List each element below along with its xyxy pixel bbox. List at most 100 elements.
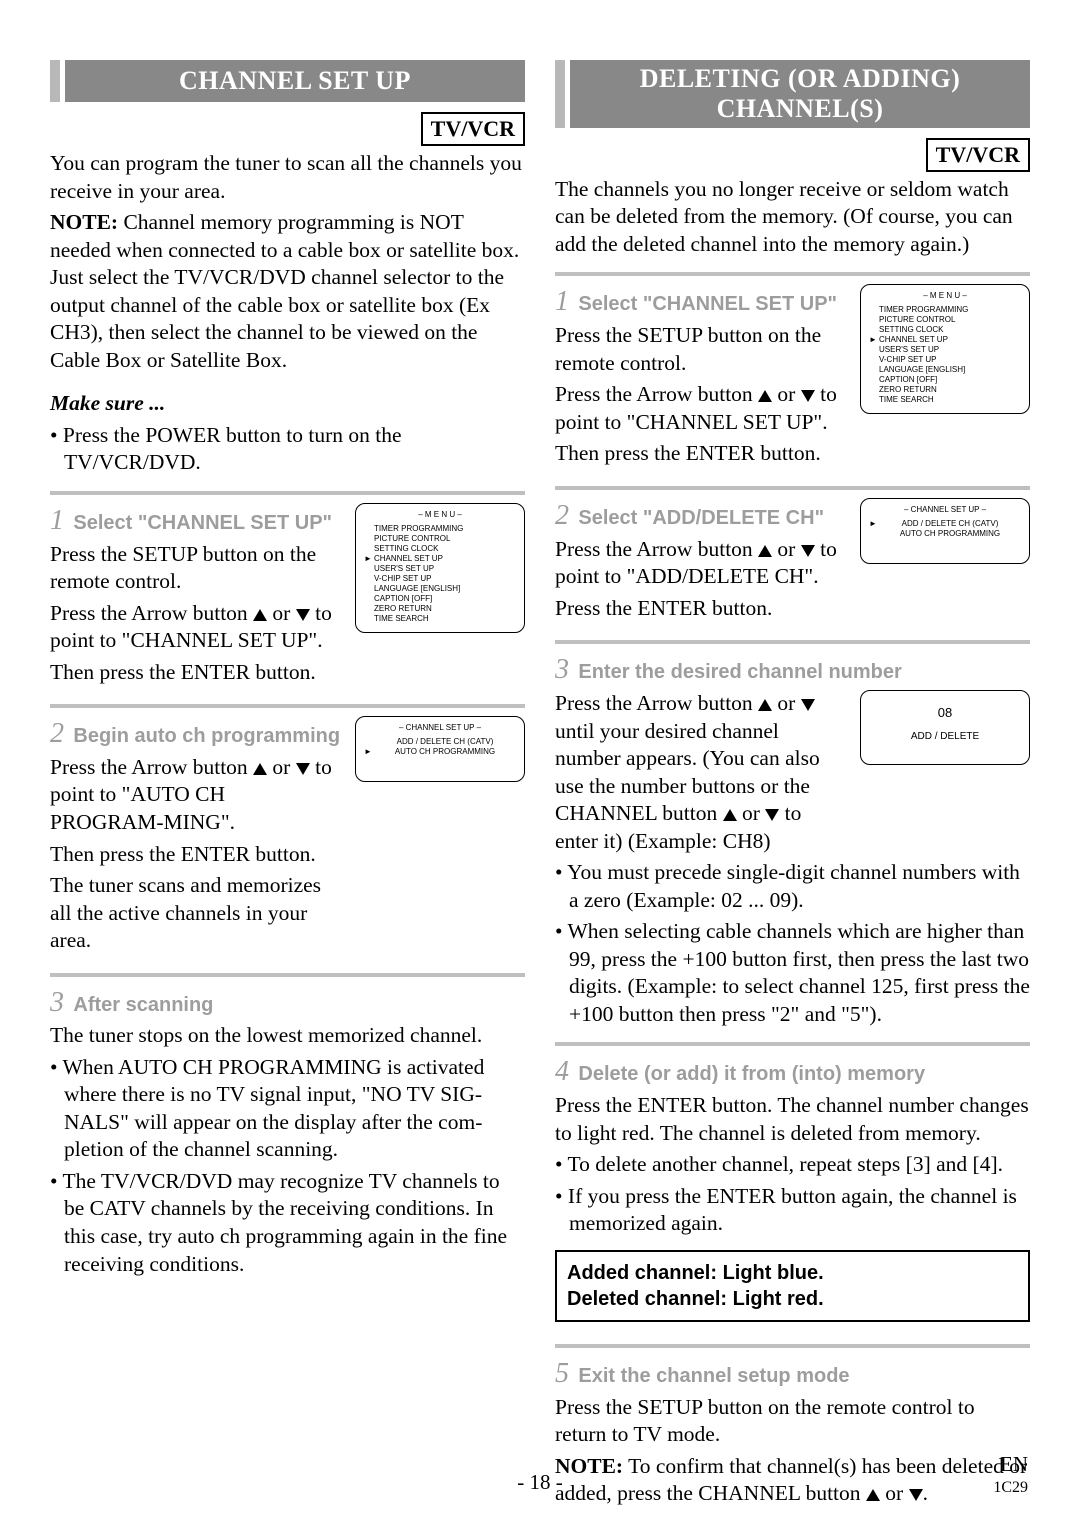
page-number: - 18 - xyxy=(52,1469,1028,1496)
step-body: Press the SETUP button on the remote con… xyxy=(555,1394,1030,1449)
osd-item-label: CHANNEL SET UP xyxy=(374,554,516,564)
osd-row: TIMER PROGRAMMING xyxy=(869,305,1021,315)
step-bullets: You must precede single-digit channel nu… xyxy=(555,859,1030,1028)
step-body: Press the SETUP button on the remote con… xyxy=(50,541,343,596)
step-body: Press the Arrow button or until your des… xyxy=(555,690,848,855)
step-body: Press the Arrow button or to point to "A… xyxy=(50,754,343,837)
osd-channel-box: – CHANNEL SET UP – ►ADD / DELETE CH (CAT… xyxy=(860,498,1030,564)
step-body: Then press the ENTER button. xyxy=(555,440,848,468)
channel-color-note: Added channel: Light blue.Deleted channe… xyxy=(555,1250,1030,1322)
osd-item-label: PICTURE CONTROL xyxy=(374,534,516,544)
divider xyxy=(50,491,525,495)
section-title: DELETING (OR ADDING) CHANNEL(S) xyxy=(555,60,1030,128)
osd-item-label: ADD / DELETE CH (CATV) xyxy=(374,737,516,747)
intro-text: You can program the tuner to scan all th… xyxy=(50,150,525,205)
osd-item-label: PICTURE CONTROL xyxy=(879,315,1021,325)
osd-item-label: TIMER PROGRAMMING xyxy=(374,524,516,534)
step-heading: 2 Select "ADD/DELETE CH" xyxy=(555,498,848,534)
step-body: Press the Arrow button or to point to "A… xyxy=(555,536,848,591)
step-body: Press the SETUP button on the remote con… xyxy=(555,322,848,377)
bullet-item: When selecting cable channels which are … xyxy=(569,918,1030,1028)
title-text: DELETING (OR ADDING) CHANNEL(S) xyxy=(570,60,1030,128)
step-heading: 1 Select "CHANNEL SET UP" xyxy=(50,503,343,539)
title-accent xyxy=(50,60,60,102)
osd-row: ZERO RETURN xyxy=(869,385,1021,395)
osd-item-label: TIME SEARCH xyxy=(374,614,516,624)
arrow-up-icon xyxy=(253,763,267,775)
step-body: Press the Arrow button or to point to "C… xyxy=(555,381,848,436)
arrow-up-icon xyxy=(758,545,772,557)
osd-item-label: TIME SEARCH xyxy=(879,395,1021,405)
osd-row: TIMER PROGRAMMING xyxy=(364,524,516,534)
osd-item-label: LANGUAGE [ENGLISH] xyxy=(374,584,516,594)
osd-row: CAPTION [OFF] xyxy=(869,375,1021,385)
step-heading: 2 Begin auto ch programming xyxy=(50,716,343,752)
osd-menu-box: – M E N U – TIMER PROGRAMMINGPICTURE CON… xyxy=(860,284,1030,414)
osd-row: LANGUAGE [ENGLISH] xyxy=(869,365,1021,375)
footer-code: 1C29 xyxy=(993,1478,1028,1498)
intro-text: The channels you no longer receive or se… xyxy=(555,176,1030,259)
osd-number-box: 08 ADD / DELETE xyxy=(860,690,1030,765)
osd-menu-box: – M E N U – TIMER PROGRAMMINGPICTURE CON… xyxy=(355,503,525,633)
left-column: CHANNEL SET UP TV/VCR You can program th… xyxy=(50,60,525,1512)
osd-item-label: CAPTION [OFF] xyxy=(374,594,516,604)
osd-row: SETTING CLOCK xyxy=(869,325,1021,335)
arrow-up-icon xyxy=(758,699,772,711)
osd-row: LANGUAGE [ENGLISH] xyxy=(364,584,516,594)
left-step-3: 3 After scanning The tuner stops on the … xyxy=(50,985,525,1278)
osd-row: ►CHANNEL SET UP xyxy=(869,335,1021,345)
osd-row: AUTO CH PROGRAMMING xyxy=(869,529,1021,539)
step-body: Press the ENTER button. xyxy=(555,595,848,623)
osd-item-label: TIMER PROGRAMMING xyxy=(879,305,1021,315)
osd-row: TIME SEARCH xyxy=(364,614,516,624)
title-text: CHANNEL SET UP xyxy=(65,60,525,102)
osd-row: ►ADD / DELETE CH (CATV) xyxy=(869,519,1021,529)
footer-en: EN xyxy=(1000,1451,1028,1478)
tvvcr-badge: TV/VCR xyxy=(421,112,525,146)
osd-row: ZERO RETURN xyxy=(364,604,516,614)
step-heading: 5 Exit the channel setup mode xyxy=(555,1356,1030,1392)
page-columns: CHANNEL SET UP TV/VCR You can program th… xyxy=(50,60,1030,1512)
osd-item-label: V-CHIP SET UP xyxy=(879,355,1021,365)
osd-item-label: AUTO CH PROGRAMMING xyxy=(879,529,1021,539)
divider xyxy=(555,640,1030,644)
osd-title: – M E N U – xyxy=(364,510,516,520)
osd-item-label: SETTING CLOCK xyxy=(879,325,1021,335)
pointer-icon: ► xyxy=(364,554,374,564)
page-footer: - 18 - EN 1C29 xyxy=(0,1469,1080,1496)
pointer-icon: ► xyxy=(869,335,879,345)
osd-item-label: LANGUAGE [ENGLISH] xyxy=(879,365,1021,375)
right-step-2: 2 Select "ADD/DELETE CH" Press the Arrow… xyxy=(555,498,1030,626)
arrow-down-icon xyxy=(296,763,310,775)
osd-item-label: AUTO CH PROGRAMMING xyxy=(374,747,516,757)
osd-item-label: SETTING CLOCK xyxy=(374,544,516,554)
step-heading: 3 After scanning xyxy=(50,985,525,1021)
arrow-down-icon xyxy=(801,699,815,711)
osd-channel-box: – CHANNEL SET UP – ADD / DELETE CH (CATV… xyxy=(355,716,525,782)
arrow-down-icon xyxy=(296,609,310,621)
step-bullets: When AUTO CH PROGRAMMING is activated wh… xyxy=(50,1054,525,1278)
left-step-1: 1 Select "CHANNEL SET UP" Press the SETU… xyxy=(50,503,525,690)
divider xyxy=(555,1042,1030,1046)
pointer-icon: ► xyxy=(869,519,879,529)
osd-add-delete-label: ADD / DELETE xyxy=(869,731,1021,744)
divider xyxy=(555,486,1030,490)
osd-item-label: ADD / DELETE CH (CATV) xyxy=(879,519,1021,529)
step-body: The tuner stops on the lowest memorized … xyxy=(50,1022,525,1050)
bullet-item: When AUTO CH PROGRAMMING is activated wh… xyxy=(64,1054,525,1164)
tvvcr-badge: TV/VCR xyxy=(926,138,1030,172)
arrow-down-icon xyxy=(801,390,815,402)
osd-item-label: USER'S SET UP xyxy=(374,564,516,574)
step-body: Then press the ENTER button. xyxy=(50,841,343,869)
arrow-down-icon xyxy=(801,545,815,557)
osd-row: PICTURE CONTROL xyxy=(364,534,516,544)
step-heading: 3 Enter the desired channel number xyxy=(555,652,1030,688)
step-bullets: To delete another channel, repeat steps … xyxy=(555,1151,1030,1238)
osd-row: USER'S SET UP xyxy=(869,345,1021,355)
arrow-up-icon xyxy=(758,390,772,402)
make-sure-heading: Make sure ... xyxy=(50,390,525,418)
osd-item-label: USER'S SET UP xyxy=(879,345,1021,355)
bullet-item: If you press the ENTER button again, the… xyxy=(569,1183,1030,1238)
step-body: The tuner scans and memorizes all the ac… xyxy=(50,872,343,955)
osd-row: CAPTION [OFF] xyxy=(364,594,516,604)
